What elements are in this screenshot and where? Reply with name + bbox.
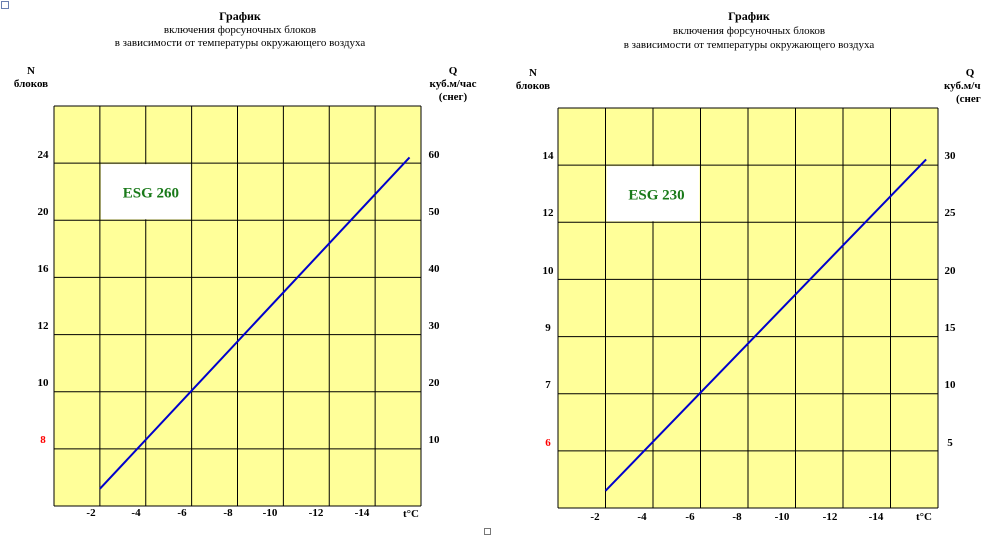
left-axis-label-n: N bbox=[529, 67, 537, 79]
left-axis-label-n: N bbox=[27, 65, 35, 77]
plot-area: ESG 260 bbox=[53, 105, 422, 507]
right-tick-label: 10 bbox=[429, 434, 441, 446]
chart-title: График bbox=[219, 9, 261, 23]
right-axis-label-snow: (снег) bbox=[439, 91, 468, 103]
right-tick-label: 20 bbox=[429, 377, 441, 389]
x-tick-label: -12 bbox=[823, 511, 838, 523]
x-axis-label: t°C bbox=[403, 508, 419, 520]
series-line bbox=[99, 156, 411, 490]
left-tick-label: 7 bbox=[545, 379, 551, 391]
left-tick-label: 12 bbox=[543, 207, 555, 219]
right-axis-label-snow: (снег bbox=[956, 93, 981, 105]
right-tick-label: 40 bbox=[429, 263, 441, 275]
right-tick-labels: 5 10 15 20 25 30 bbox=[945, 150, 957, 449]
x-tick-label: -8 bbox=[732, 511, 742, 523]
model-label-box bbox=[100, 164, 191, 220]
x-tick-label: -14 bbox=[355, 507, 370, 519]
x-tick-label: -10 bbox=[775, 511, 790, 523]
right-tick-label: 25 bbox=[945, 207, 957, 219]
model-label-box bbox=[606, 166, 700, 222]
chart-subtitle-1: включения форсуночных блоков bbox=[164, 24, 316, 36]
x-axis-label: t°C bbox=[916, 511, 932, 523]
plot-area: ESG 230 bbox=[557, 107, 939, 509]
left-tick-label: 20 bbox=[38, 206, 50, 218]
left-tick-label: 12 bbox=[38, 320, 50, 332]
right-tick-label: 15 bbox=[945, 322, 957, 334]
left-tick-label: 9 bbox=[545, 322, 551, 334]
right-axis-label-units: куб.м/ч bbox=[944, 80, 981, 92]
right-tick-label: 30 bbox=[429, 320, 441, 332]
x-tick-label: -12 bbox=[309, 507, 324, 519]
right-tick-label: 20 bbox=[945, 265, 957, 277]
right-tick-labels: 10 20 30 40 50 60 bbox=[429, 149, 441, 446]
x-tick-label: -14 bbox=[869, 511, 884, 523]
right-tick-label: 50 bbox=[429, 206, 441, 218]
left-tick-label: 24 bbox=[38, 149, 50, 161]
left-axis-label-units: блоков bbox=[14, 78, 48, 90]
left-tick-label: 8 bbox=[40, 434, 46, 446]
left-tick-labels: 6 7 9 10 12 14 bbox=[543, 150, 555, 449]
right-tick-label: 30 bbox=[945, 150, 957, 162]
chart-title: График bbox=[728, 9, 770, 23]
model-label: ESG 260 bbox=[123, 186, 179, 202]
right-tick-label: 60 bbox=[429, 149, 441, 161]
right-tick-label: 5 bbox=[947, 437, 953, 449]
right-axis-label-q: Q bbox=[449, 65, 458, 77]
left-axis-label-units: блоков bbox=[516, 80, 550, 92]
chart-esg230: График включения форсуночных блоков в за… bbox=[516, 9, 981, 523]
chart-esg260: График включения форсуночных блоков в за… bbox=[14, 9, 477, 520]
left-tick-labels: 8 10 12 16 20 24 bbox=[38, 149, 50, 446]
x-tick-label: -4 bbox=[637, 511, 647, 523]
x-tick-label: -6 bbox=[177, 507, 187, 519]
left-tick-label: 16 bbox=[38, 263, 50, 275]
left-tick-label: 14 bbox=[543, 150, 555, 162]
x-tick-label: -2 bbox=[590, 511, 600, 523]
left-tick-label: 10 bbox=[38, 377, 50, 389]
left-tick-label: 10 bbox=[543, 265, 555, 277]
right-axis-label-units: куб.м/час bbox=[430, 78, 477, 90]
x-tick-labels: -2 -4 -6 -8 -10 -12 -14 bbox=[86, 507, 369, 519]
x-tick-label: -10 bbox=[263, 507, 278, 519]
chart-subtitle-2: в зависимости от температуры окружающего… bbox=[115, 37, 366, 49]
left-tick-label: 6 bbox=[545, 437, 551, 449]
x-tick-labels: -2 -4 -6 -8 -10 -12 -14 bbox=[590, 511, 883, 523]
x-tick-label: -8 bbox=[223, 507, 233, 519]
x-tick-label: -2 bbox=[86, 507, 96, 519]
chart-subtitle-2: в зависимости от температуры окружающего… bbox=[624, 39, 875, 51]
right-tick-label: 10 bbox=[945, 379, 957, 391]
chart-subtitle-1: включения форсуночных блоков bbox=[673, 25, 825, 37]
x-tick-label: -6 bbox=[685, 511, 695, 523]
corner-marker-icon bbox=[1, 1, 9, 9]
x-tick-label: -4 bbox=[131, 507, 141, 519]
right-axis-label-q: Q bbox=[966, 67, 975, 79]
model-label: ESG 230 bbox=[628, 188, 684, 204]
series-line bbox=[604, 158, 927, 492]
